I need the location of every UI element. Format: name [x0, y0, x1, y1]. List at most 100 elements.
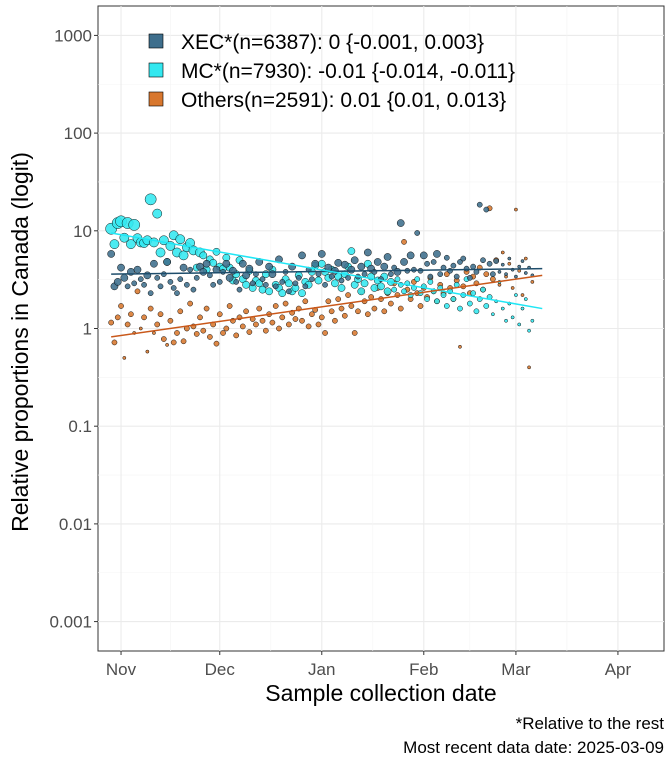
data-point: [138, 326, 143, 331]
data-point: [292, 316, 299, 322]
data-point: [124, 283, 131, 290]
data-point: [457, 259, 463, 265]
y-tick-label: 0.01: [59, 515, 92, 534]
data-point: [134, 288, 141, 295]
x-tick-label: Nov: [106, 660, 137, 679]
data-point: [256, 305, 263, 312]
data-point: [239, 323, 246, 330]
data-point: [144, 193, 157, 206]
data-point: [175, 234, 186, 245]
data-point: [443, 271, 450, 277]
data-point: [361, 271, 368, 277]
data-point: [434, 298, 440, 305]
data-point: [193, 331, 200, 337]
data-point: [174, 290, 180, 296]
data-point: [514, 207, 518, 212]
data-point: [470, 290, 476, 296]
data-point: [245, 264, 254, 273]
data-point: [128, 219, 141, 231]
data-point: [427, 279, 434, 285]
data-point: [226, 303, 233, 309]
data-point: [243, 308, 249, 315]
x-tick-label: Apr: [605, 660, 632, 679]
data-point: [220, 269, 226, 275]
data-point: [328, 273, 335, 280]
data-point: [279, 314, 286, 321]
data-point: [397, 305, 404, 312]
data-point: [272, 303, 279, 309]
data-point: [292, 280, 299, 287]
data-point: [216, 279, 223, 285]
data-point: [340, 260, 349, 269]
trend-line: [111, 274, 543, 338]
y-tick-label: 0.1: [68, 417, 92, 436]
data-point: [360, 279, 369, 288]
data-point: [167, 279, 174, 285]
data-point: [309, 276, 315, 282]
data-point: [467, 275, 473, 281]
data-point: [447, 267, 453, 274]
data-point: [286, 321, 292, 328]
data-point: [120, 274, 129, 282]
legend-key: [148, 33, 164, 49]
data-point: [443, 254, 450, 261]
data-point: [177, 276, 184, 282]
data-point: [388, 300, 394, 307]
data-point: [302, 283, 309, 290]
data-point: [365, 311, 371, 318]
x-tick-label: Dec: [205, 660, 236, 679]
data-point: [302, 298, 309, 305]
data-point: [282, 300, 289, 307]
data-point: [128, 311, 134, 318]
data-point: [520, 259, 525, 263]
data-point: [383, 287, 392, 296]
data-point: [530, 280, 535, 284]
data-point: [141, 281, 147, 288]
data-point: [383, 253, 392, 261]
data-point: [163, 258, 171, 266]
x-tick-label: Mar: [501, 660, 531, 679]
data-point: [401, 288, 407, 295]
data-point: [467, 300, 473, 307]
data-point: [453, 273, 460, 280]
data-point: [177, 308, 184, 315]
data-point: [108, 319, 114, 326]
data-point: [500, 250, 505, 255]
data-point: [437, 271, 444, 277]
data-point: [179, 263, 188, 272]
data-point: [483, 271, 490, 277]
data-point: [147, 305, 154, 312]
data-point: [480, 286, 486, 293]
data-point: [414, 276, 421, 282]
data-point: [527, 365, 531, 370]
data-point: [265, 262, 273, 271]
data-point: [483, 303, 490, 309]
data-point: [315, 271, 322, 277]
data-point: [137, 276, 144, 282]
data-point: [117, 263, 125, 272]
data-point: [350, 256, 359, 265]
caption-relative-note: *Relative to the rest: [516, 714, 665, 733]
data-point: [167, 317, 174, 324]
data-point: [463, 265, 470, 272]
data-point: [388, 271, 394, 277]
data-point: [433, 250, 441, 258]
data-point: [377, 282, 385, 291]
data-point: [197, 314, 203, 321]
data-point: [295, 275, 302, 281]
data-point: [233, 332, 240, 339]
data-point: [305, 323, 312, 330]
data-point: [272, 283, 279, 290]
data-point: [355, 308, 361, 315]
data-point: [278, 289, 287, 297]
data-point: [347, 265, 356, 274]
data-point: [351, 330, 358, 336]
data-point: [470, 263, 476, 270]
data-point: [520, 293, 525, 297]
data-point: [491, 312, 495, 317]
data-point: [401, 239, 407, 245]
data-point: [238, 259, 247, 268]
data-point: [170, 339, 177, 346]
data-point: [298, 289, 306, 297]
data-point: [145, 349, 150, 354]
